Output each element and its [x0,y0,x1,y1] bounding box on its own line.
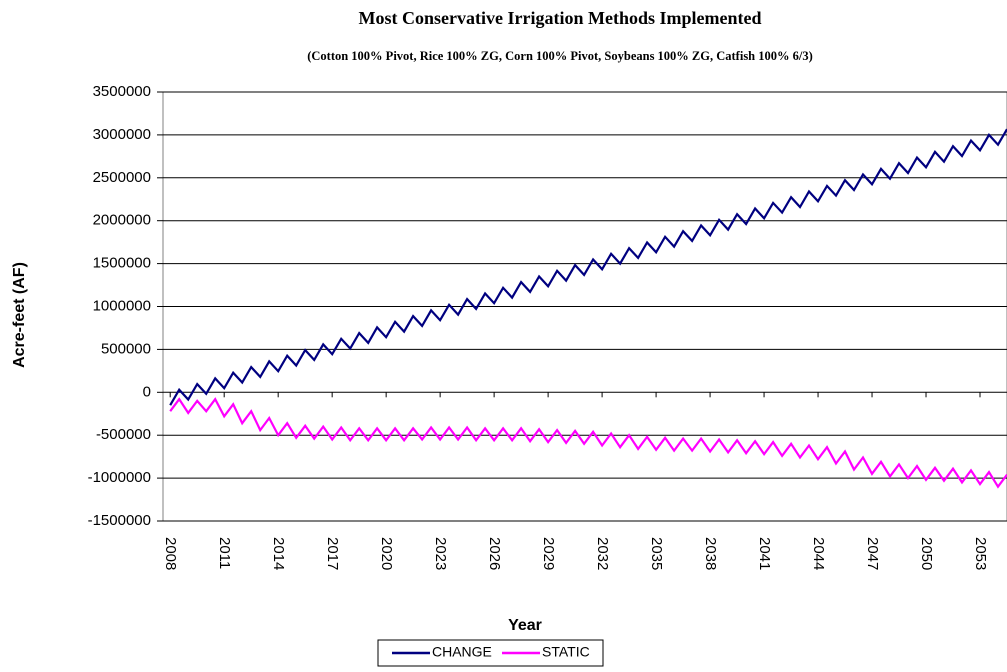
x-tick-label: 2029 [540,537,557,570]
y-tick-label: -1500000 [88,512,151,529]
y-tick-label: 2500000 [93,169,151,186]
x-tick-label: 2035 [648,537,665,570]
legend-label: CHANGE [432,644,492,660]
x-tick-label: 2020 [378,537,395,570]
legend-label: STATIC [542,644,590,660]
data-line [169,397,1007,489]
x-tick-label: 2053 [972,537,989,570]
x-tick-label: 2014 [270,537,287,570]
y-axis-title: Acre-feet (AF) [11,262,28,368]
y-tick-label: 1000000 [93,297,151,314]
y-tick-label: 500000 [101,340,151,357]
x-tick-label: 2017 [324,537,341,570]
y-tick-label: -1000000 [88,469,151,486]
chart-title: Most Conservative Irrigation Methods Imp… [359,8,762,28]
x-axis-title: Year [508,617,542,634]
x-tick-label: 2038 [702,537,719,570]
data-line [169,128,1007,406]
x-tick-label: 2032 [594,537,611,570]
y-tick-label: 3000000 [93,126,151,143]
chart-subtitle: (Cotton 100% Pivot, Rice 100% ZG, Corn 1… [307,49,813,63]
y-tick-label: 3500000 [93,83,151,100]
x-tick-label: 2023 [432,537,449,570]
x-tick-label: 2008 [162,537,179,570]
y-tick-label: 1500000 [93,255,151,272]
x-tick-label: 2044 [810,537,827,570]
x-tick-label: 2041 [756,537,773,570]
y-tick-label: -500000 [96,426,151,443]
x-tick-label: 2026 [486,537,503,570]
x-tick-label: 2011 [216,537,233,569]
x-tick-label: 2050 [918,537,935,570]
y-tick-label: 2000000 [93,212,151,229]
y-tick-label: 0 [143,383,151,400]
x-tick-label: 2047 [864,537,881,570]
